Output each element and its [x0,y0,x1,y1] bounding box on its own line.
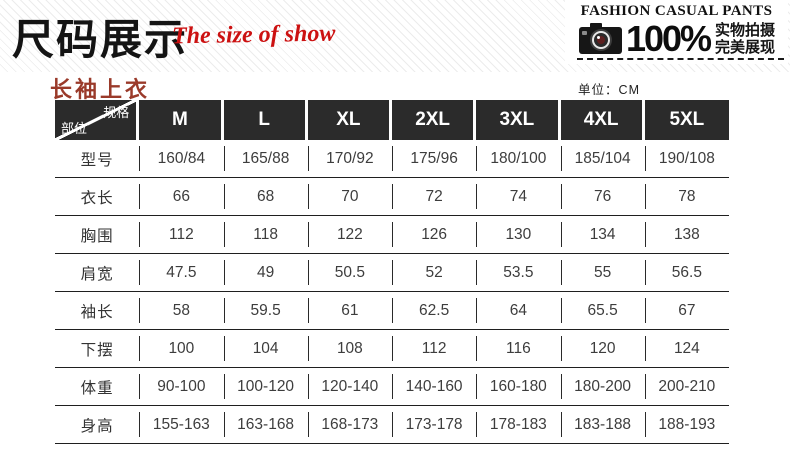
brand-badge-row: 100% 实物拍摄 完美展现 [565,20,788,58]
table-cell: 120-140 [307,368,392,406]
table-cell: 190/108 [644,140,729,178]
dashed-divider [577,58,784,60]
table-cell: 104 [223,330,308,368]
page-header-band: 尺码展示 The size of show FASHION CASUAL PAN… [0,0,790,72]
table-cell: 122 [307,216,392,254]
table-cell: 65.5 [560,292,645,330]
table-cell: 56.5 [644,254,729,292]
unit-label: 单位：CM [578,82,640,97]
column-header: M [139,100,224,140]
table-cell: 49 [223,254,308,292]
size-table-header: 规格 部位 M L XL 2XL 3XL 4XL 5XL [55,100,729,140]
row-label: 肩宽 [55,254,140,292]
row-label: 衣长 [55,178,140,216]
table-cell: 163-168 [223,406,308,444]
table-cell: 134 [560,216,645,254]
brand-badge: FASHION CASUAL PANTS 100% [565,0,788,64]
corner-part-label: 部位 [61,121,88,136]
size-table-body: 型号 160/84 165/88 170/92 175/96 180/100 185/104… [55,140,729,444]
column-header: 2XL [392,100,477,140]
table-cell: 59.5 [223,292,308,330]
row-label: 型号 [55,140,140,178]
badge-tagline-line2: 完美展现 [715,39,776,56]
table-cell: 66 [139,178,224,216]
row-label: 袖长 [55,292,140,330]
table-cell: 140-160 [392,368,477,406]
table-cell: 200-210 [644,368,729,406]
badge-tagline-line1: 实物拍摄 [715,21,776,39]
table-cell: 165/88 [223,140,308,178]
table-cell: 53.5 [476,254,561,292]
table-cell: 112 [139,216,224,254]
table-cell: 55 [560,254,645,292]
table-cell: 180-200 [560,368,645,406]
camera-icon [578,23,624,55]
table-cell: 185/104 [560,140,645,178]
table-cell: 108 [307,330,392,368]
row-label: 下摆 [55,330,140,368]
table-cell: 180/100 [476,140,561,178]
table-cell: 70 [307,178,392,216]
table-cell: 78 [644,178,729,216]
corner-cell: 规格 部位 [55,100,140,140]
table-cell: 72 [392,178,477,216]
section-row: 长袖上衣 单位：CM [0,72,790,102]
table-cell: 138 [644,216,729,254]
size-table: 规格 部位 M L XL 2XL 3XL 4XL 5XL 型号 160/84 165/88 170… [55,100,729,444]
table-cell: 64 [476,292,561,330]
table-cell: 76 [560,178,645,216]
column-header: XL [307,100,392,140]
column-header: 5XL [644,100,729,140]
table-cell: 126 [392,216,477,254]
page-subtitle: The size of show [171,20,336,50]
table-cell: 58 [139,292,224,330]
table-cell: 120 [560,330,645,368]
table-cell: 175/96 [392,140,477,178]
table-cell: 100-120 [223,368,308,406]
table-cell: 173-178 [392,406,477,444]
row-label: 体重 [55,368,140,406]
badge-tagline: 实物拍摄 完美展现 [715,22,775,57]
table-cell: 67 [644,292,729,330]
table-cell: 160/84 [139,140,224,178]
table-cell: 61 [307,292,392,330]
table-cell: 124 [644,330,729,368]
table-cell: 170/92 [307,140,392,178]
table-cell: 52 [392,254,477,292]
table-cell: 50.5 [307,254,392,292]
table-cell: 183-188 [560,406,645,444]
table-cell: 74 [476,178,561,216]
table-cell: 68 [223,178,308,216]
row-label: 胸围 [55,216,140,254]
table-cell: 130 [476,216,561,254]
table-cell: 155-163 [139,406,224,444]
column-header: L [223,100,308,140]
row-label: 身高 [55,406,140,444]
page-title: 尺码展示 [12,16,189,63]
table-cell: 47.5 [139,254,224,292]
corner-spec-label: 规格 [103,105,130,120]
table-cell: 188-193 [644,406,729,444]
table-cell: 160-180 [476,368,561,406]
table-cell: 118 [223,216,308,254]
percent-100-label: 100% [625,18,712,59]
column-header: 3XL [476,100,561,140]
table-cell: 100 [139,330,224,368]
section-title: 长袖上衣 [50,77,151,102]
table-cell: 168-173 [307,406,392,444]
table-cell: 178-183 [476,406,561,444]
table-cell: 112 [392,330,477,368]
table-cell: 90-100 [139,368,224,406]
table-cell: 116 [476,330,561,368]
brand-badge-title: FASHION CASUAL PANTS [580,3,773,19]
table-cell: 62.5 [392,292,477,330]
column-header: 4XL [560,100,645,140]
